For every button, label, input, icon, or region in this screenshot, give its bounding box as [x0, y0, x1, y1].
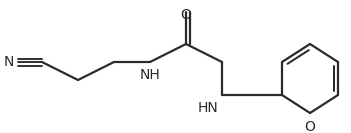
Text: NH: NH [140, 68, 160, 82]
Text: O: O [180, 8, 191, 22]
Text: HN: HN [197, 101, 218, 115]
Text: N: N [4, 55, 14, 69]
Text: O: O [305, 120, 316, 133]
